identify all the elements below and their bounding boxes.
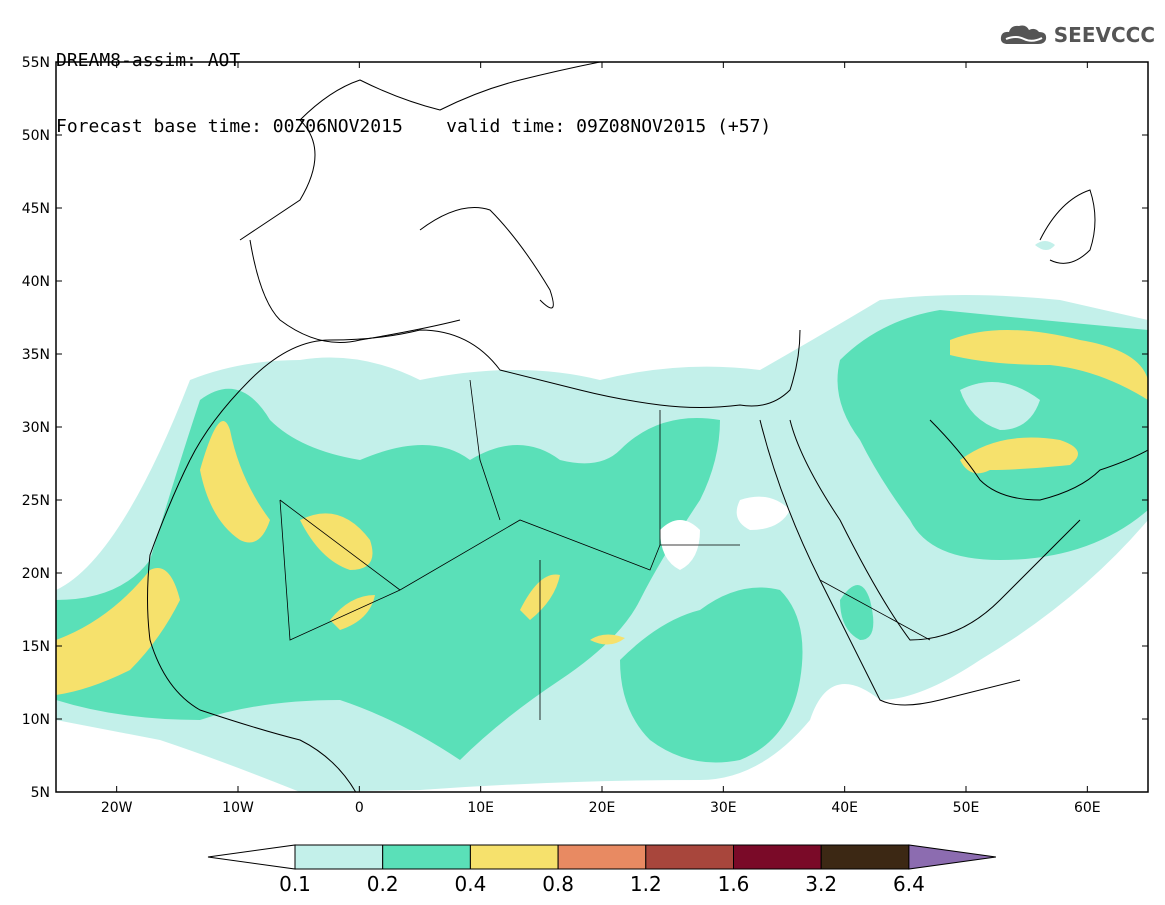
lon-label: 40E (831, 800, 858, 816)
aot-field (56, 241, 1148, 792)
colorbar-box (820, 844, 910, 870)
lon-label: 20W (101, 800, 133, 816)
aot-band-0.2-east (837, 310, 1148, 560)
aot-band-0.4-sahara (200, 421, 270, 543)
lat-label: 30N (22, 420, 50, 436)
base-time-label: Forecast base time: 00Z06NOV2015 (56, 116, 403, 137)
colorbar-label: 6.4 (893, 872, 925, 896)
aot-band-0.4-coast (56, 568, 180, 695)
aot-band-0.1-ne (1035, 241, 1055, 250)
coast-gulf (929, 419, 1148, 501)
colorbar-box (382, 844, 471, 870)
map-title: DREAM8-assim: AOT Forecast base time: 00… (56, 6, 771, 160)
colorbar-label: 0.8 (542, 872, 574, 896)
aot-band-0.4-sudan (590, 634, 625, 645)
longitude-labels: 20W 10W 0 10E 20E 30E 40E 50E 60E (101, 800, 1101, 816)
aot-clear-arabia (736, 496, 790, 530)
colorbar-box (557, 844, 647, 870)
colorbar-label: 3.2 (805, 872, 837, 896)
aot-band-0.4-gulf (960, 437, 1078, 474)
lat-label: 10N (22, 712, 50, 728)
lon-label: 10W (222, 800, 254, 816)
colorbar-label: 1.6 (718, 872, 750, 896)
colorbar-box (294, 844, 384, 870)
colorbar-label: 1.2 (630, 872, 662, 896)
valid-time-label: valid time: 09Z08NOV2015 (+57) (446, 116, 772, 137)
seevccc-logo: SEEVCCC (998, 22, 1155, 48)
lat-label: 5N (31, 785, 50, 801)
lon-label: 50E (953, 800, 980, 816)
aot-band-0.2-horn (840, 585, 874, 640)
lon-label: 10E (467, 800, 494, 816)
latitude-labels: 55N 50N 45N 40N 35N 30N 25N 20N 15N 10N 5N (22, 55, 50, 801)
lat-label: 50N (22, 128, 50, 144)
coastlines (147, 62, 1148, 792)
title-line-1: DREAM8-assim: AOT (56, 50, 241, 71)
colorbar-left-arrow (207, 844, 296, 870)
lon-label: 30E (710, 800, 737, 816)
border-lines (279, 379, 931, 720)
lat-label: 40N (22, 274, 50, 290)
colorbar-box (645, 844, 734, 870)
lon-label: 60E (1074, 800, 1101, 816)
colorbar-label: 0.2 (367, 872, 399, 896)
lat-label: 15N (22, 639, 50, 655)
colorbar-label: 0.1 (279, 872, 311, 896)
cloud-icon (1000, 25, 1046, 44)
title-line-2: Forecast base time: 00Z06NOV2015 valid t… (56, 116, 771, 138)
colorbar-label: 0.4 (454, 872, 486, 896)
lon-label: 20E (589, 800, 616, 816)
coast-west-africa (147, 459, 357, 792)
lat-label: 45N (22, 201, 50, 217)
lon-label: 0 (355, 800, 364, 816)
axis-ticks (56, 61, 1148, 793)
lat-label: 20N (22, 566, 50, 582)
coast-europe (239, 62, 601, 343)
lat-label: 25N (22, 493, 50, 509)
lat-label: 35N (22, 347, 50, 363)
colorbar-right-arrow (908, 844, 996, 870)
colorbar-box (469, 844, 559, 870)
coast-north-africa (189, 329, 801, 461)
aot-band-0.2-central (620, 587, 803, 763)
coast-caspian (1039, 189, 1096, 264)
aot-band-0.4-iran (950, 330, 1148, 400)
logo-text: SEEVCCC (1053, 23, 1155, 47)
lat-label: 55N (22, 55, 50, 71)
aot-clear-iran (960, 382, 1040, 430)
coast-red-sea (759, 419, 1081, 706)
colorbar-box (733, 844, 822, 870)
aot-band-0.4-niger (330, 595, 375, 630)
colorbar-legend: 0.1 0.2 0.4 0.8 1.2 1.6 3.2 6.4 (207, 844, 996, 896)
